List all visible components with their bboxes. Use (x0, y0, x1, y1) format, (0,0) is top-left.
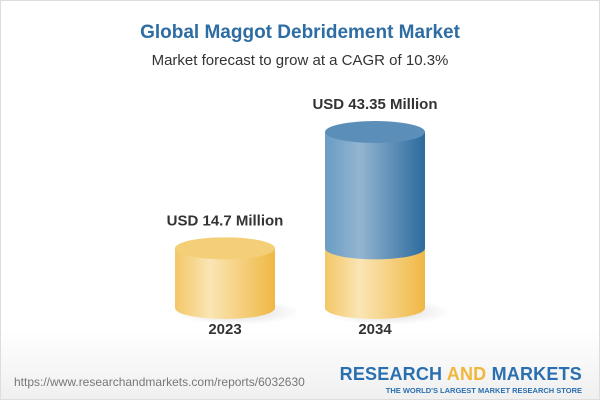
bar-top-2023 (175, 237, 275, 260)
data-label: USD 14.7 Million (167, 212, 284, 229)
chart-title: Global Maggot Debridement Market (140, 22, 460, 43)
chart-subtitle: Market forecast to grow at a CAGR of 10.… (151, 52, 449, 69)
category-label: 2023 (208, 321, 241, 338)
data-label: USD 43.35 Million (312, 96, 437, 113)
category-label: 2034 (358, 321, 392, 338)
bar-top-2034 (325, 121, 425, 143)
bar-growth-2034-body (325, 132, 425, 260)
bar-base-2023-body (175, 248, 275, 319)
bar-base-2034-body (325, 248, 425, 319)
research-and-markets-logo: RESEARCH AND MARKETS THE WORLD'S LARGEST… (339, 364, 582, 395)
source-url[interactable]: https://www.researchandmarkets.com/repor… (14, 375, 305, 389)
